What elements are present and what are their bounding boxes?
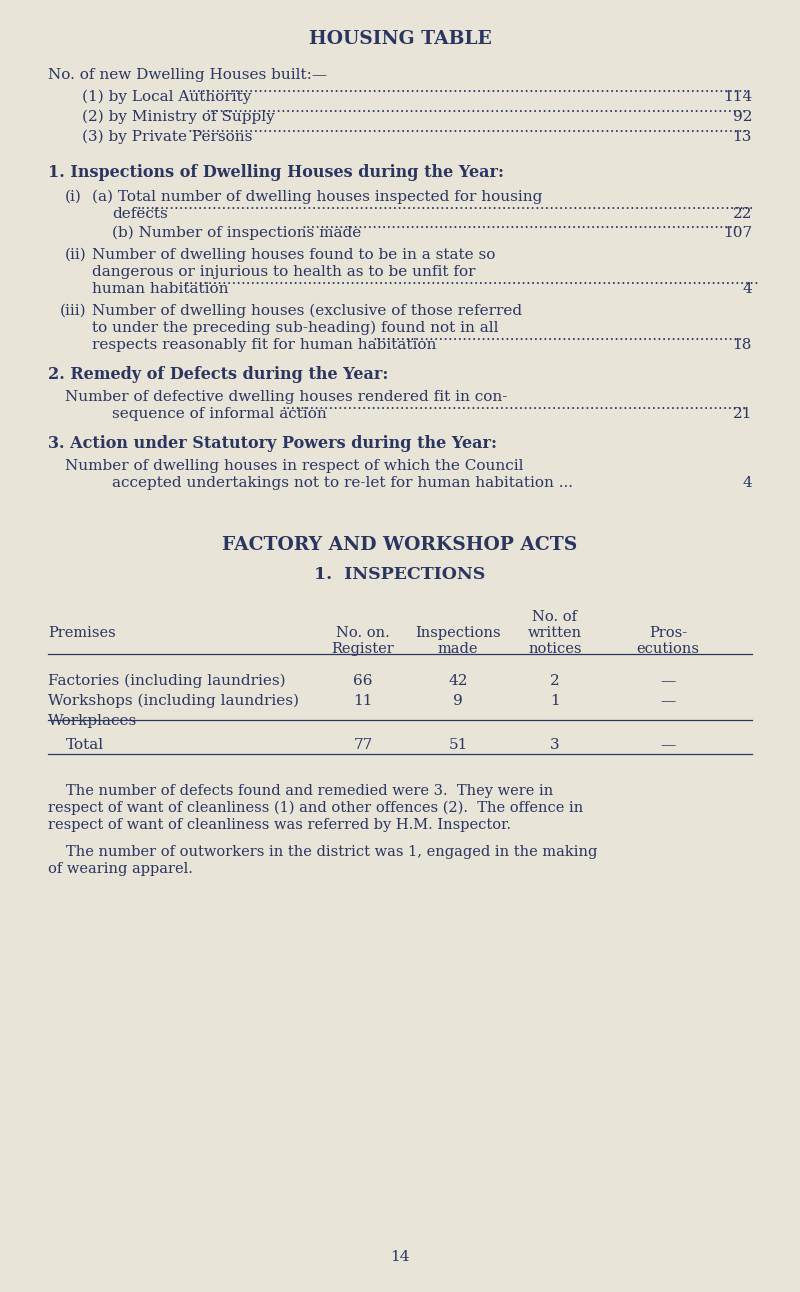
Text: 66: 66 bbox=[354, 674, 373, 689]
Text: ecutions: ecutions bbox=[637, 642, 699, 656]
Text: Number of defective dwelling houses rendered fit in con-: Number of defective dwelling houses rend… bbox=[65, 390, 507, 404]
Text: No. of new Dwelling Houses built:—: No. of new Dwelling Houses built:— bbox=[48, 68, 327, 81]
Text: (1) by Local Authority: (1) by Local Authority bbox=[82, 90, 251, 105]
Text: respects reasonably fit for human habitation: respects reasonably fit for human habita… bbox=[92, 339, 436, 351]
Text: human habitation: human habitation bbox=[92, 282, 229, 296]
Text: 107: 107 bbox=[723, 226, 752, 240]
Text: 42: 42 bbox=[448, 674, 468, 689]
Text: defects: defects bbox=[112, 207, 168, 221]
Text: Number of dwelling houses found to be in a state so: Number of dwelling houses found to be in… bbox=[92, 248, 495, 262]
Text: (i): (i) bbox=[65, 190, 82, 204]
Text: 4: 4 bbox=[742, 475, 752, 490]
Text: (3) by Private Persons: (3) by Private Persons bbox=[82, 130, 252, 145]
Text: (a) Total number of dwelling houses inspected for housing: (a) Total number of dwelling houses insp… bbox=[92, 190, 542, 204]
Text: 1.  INSPECTIONS: 1. INSPECTIONS bbox=[314, 566, 486, 583]
Text: (b) Number of inspections made: (b) Number of inspections made bbox=[112, 226, 362, 240]
Text: ................................................................................: ........................................… bbox=[185, 273, 759, 287]
Text: HOUSING TABLE: HOUSING TABLE bbox=[309, 30, 491, 48]
Text: 2: 2 bbox=[550, 674, 560, 689]
Text: ................................................................................: ........................................… bbox=[188, 81, 748, 96]
Text: respect of want of cleanliness (1) and other offences (2).  The offence in: respect of want of cleanliness (1) and o… bbox=[48, 801, 583, 815]
Text: respect of want of cleanliness was referred by H.M. Inspector.: respect of want of cleanliness was refer… bbox=[48, 818, 511, 832]
Text: FACTORY AND WORKSHOP ACTS: FACTORY AND WORKSHOP ACTS bbox=[222, 536, 578, 554]
Text: of wearing apparel.: of wearing apparel. bbox=[48, 862, 193, 876]
Text: dangerous or injurious to health as to be unfit for: dangerous or injurious to health as to b… bbox=[92, 265, 475, 279]
Text: Number of dwelling houses (exclusive of those referred: Number of dwelling houses (exclusive of … bbox=[92, 304, 522, 318]
Text: 18: 18 bbox=[733, 339, 752, 351]
Text: (2) by Ministry of Supply: (2) by Ministry of Supply bbox=[82, 110, 274, 124]
Text: 3. Action under Statutory Powers during the Year:: 3. Action under Statutory Powers during … bbox=[48, 435, 497, 452]
Text: Factories (including laundries): Factories (including laundries) bbox=[48, 674, 286, 689]
Text: 4: 4 bbox=[742, 282, 752, 296]
Text: ................................................................................: ........................................… bbox=[302, 217, 738, 231]
Text: 92: 92 bbox=[733, 110, 752, 124]
Text: notices: notices bbox=[528, 642, 582, 656]
Text: No. of: No. of bbox=[533, 610, 578, 624]
Text: The number of defects found and remedied were 3.  They were in: The number of defects found and remedied… bbox=[66, 784, 554, 798]
Text: Inspections: Inspections bbox=[415, 627, 501, 640]
Text: accepted undertakings not to re-let for human habitation ...: accepted undertakings not to re-let for … bbox=[112, 475, 573, 490]
Text: made: made bbox=[438, 642, 478, 656]
Text: 21: 21 bbox=[733, 407, 752, 421]
Text: 3: 3 bbox=[550, 738, 560, 752]
Text: Register: Register bbox=[332, 642, 394, 656]
Text: (iii): (iii) bbox=[60, 304, 86, 318]
Text: ................................................................................: ........................................… bbox=[206, 101, 747, 115]
Text: 114: 114 bbox=[722, 90, 752, 103]
Text: written: written bbox=[528, 627, 582, 640]
Text: ................................................................................: ........................................… bbox=[282, 398, 747, 412]
Text: 13: 13 bbox=[733, 130, 752, 143]
Text: sequence of informal action: sequence of informal action bbox=[112, 407, 326, 421]
Text: —: — bbox=[660, 674, 676, 689]
Text: Pros-: Pros- bbox=[649, 627, 687, 640]
Text: No. on.: No. on. bbox=[336, 627, 390, 640]
Text: 77: 77 bbox=[354, 738, 373, 752]
Text: ................................................................................: ........................................… bbox=[137, 198, 754, 212]
Text: Premises: Premises bbox=[48, 627, 116, 640]
Text: 11: 11 bbox=[354, 694, 373, 708]
Text: ................................................................................: ........................................… bbox=[188, 121, 748, 134]
Text: 22: 22 bbox=[733, 207, 752, 221]
Text: 51: 51 bbox=[448, 738, 468, 752]
Text: The number of outworkers in the district was 1, engaged in the making: The number of outworkers in the district… bbox=[66, 845, 598, 859]
Text: ..............................................................................: ........................................… bbox=[373, 329, 743, 342]
Text: —: — bbox=[660, 694, 676, 708]
Text: 1: 1 bbox=[550, 694, 560, 708]
Text: 9: 9 bbox=[453, 694, 463, 708]
Text: Number of dwelling houses in respect of which the Council: Number of dwelling houses in respect of … bbox=[65, 459, 523, 473]
Text: Workplaces: Workplaces bbox=[48, 714, 138, 727]
Text: 2. Remedy of Defects during the Year:: 2. Remedy of Defects during the Year: bbox=[48, 366, 388, 382]
Text: (ii): (ii) bbox=[65, 248, 86, 262]
Text: 1. Inspections of Dwelling Houses during the Year:: 1. Inspections of Dwelling Houses during… bbox=[48, 164, 504, 181]
Text: Total: Total bbox=[66, 738, 104, 752]
Text: to under the preceding sub-heading) found not in all: to under the preceding sub-heading) foun… bbox=[92, 320, 498, 336]
Text: 14: 14 bbox=[390, 1249, 410, 1264]
Text: Workshops (including laundries): Workshops (including laundries) bbox=[48, 694, 299, 708]
Text: —: — bbox=[660, 738, 676, 752]
